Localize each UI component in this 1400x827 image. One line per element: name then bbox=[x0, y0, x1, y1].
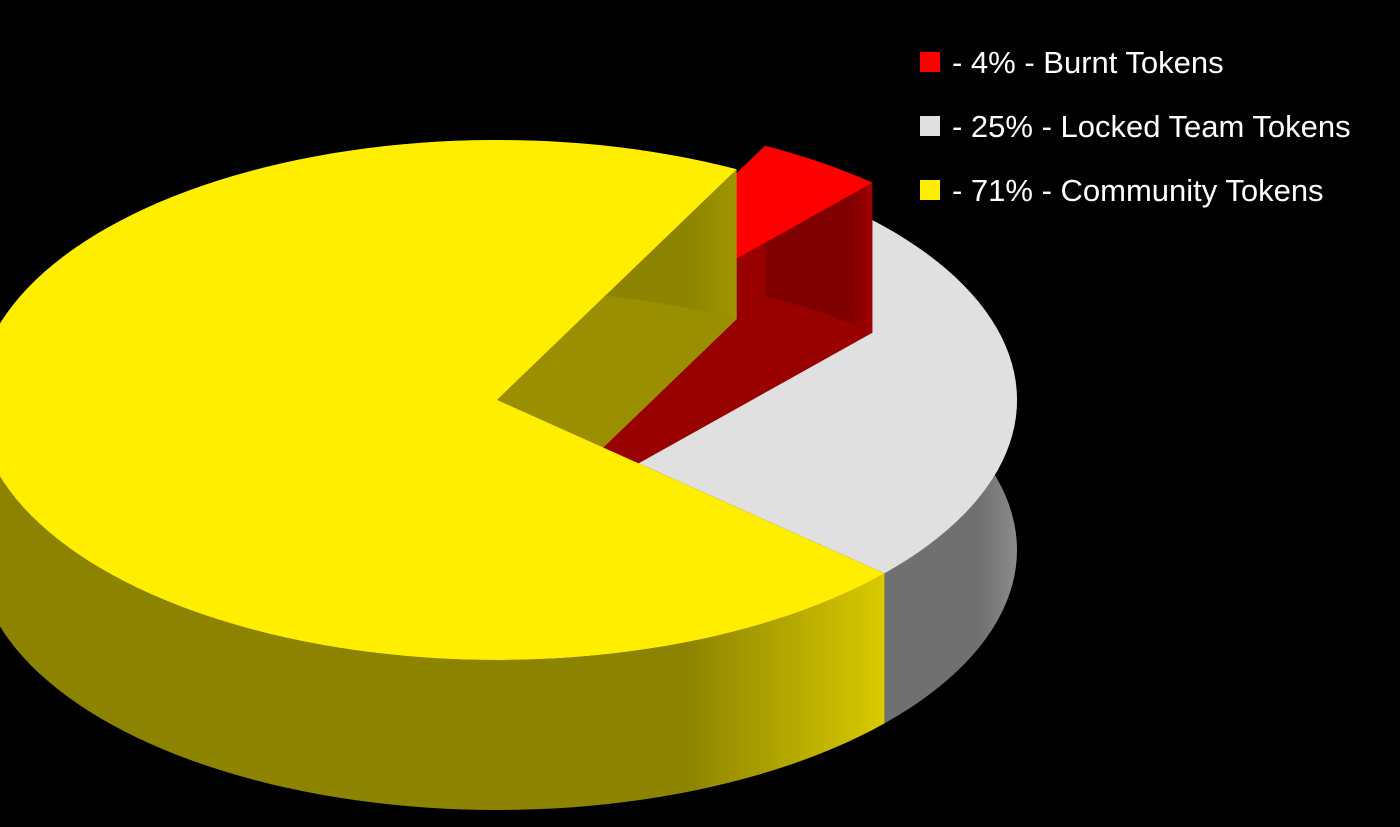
legend-swatch-community bbox=[920, 180, 940, 200]
pie-slice-community bbox=[0, 140, 885, 810]
legend-item-burnt: - 4% - Burnt Tokens bbox=[920, 30, 1351, 94]
chart-legend: - 4% - Burnt Tokens - 25% - Locked Team … bbox=[920, 30, 1351, 222]
legend-swatch-burnt bbox=[920, 52, 940, 72]
legend-item-community: - 71% - Community Tokens bbox=[920, 158, 1351, 222]
legend-item-locked: - 25% - Locked Team Tokens bbox=[920, 94, 1351, 158]
pie-slice-community-top bbox=[0, 140, 885, 660]
legend-label-burnt: - 4% - Burnt Tokens bbox=[952, 44, 1224, 80]
legend-label-community: - 71% - Community Tokens bbox=[952, 172, 1324, 208]
legend-swatch-locked bbox=[920, 116, 940, 136]
legend-label-locked: - 25% - Locked Team Tokens bbox=[952, 108, 1351, 144]
